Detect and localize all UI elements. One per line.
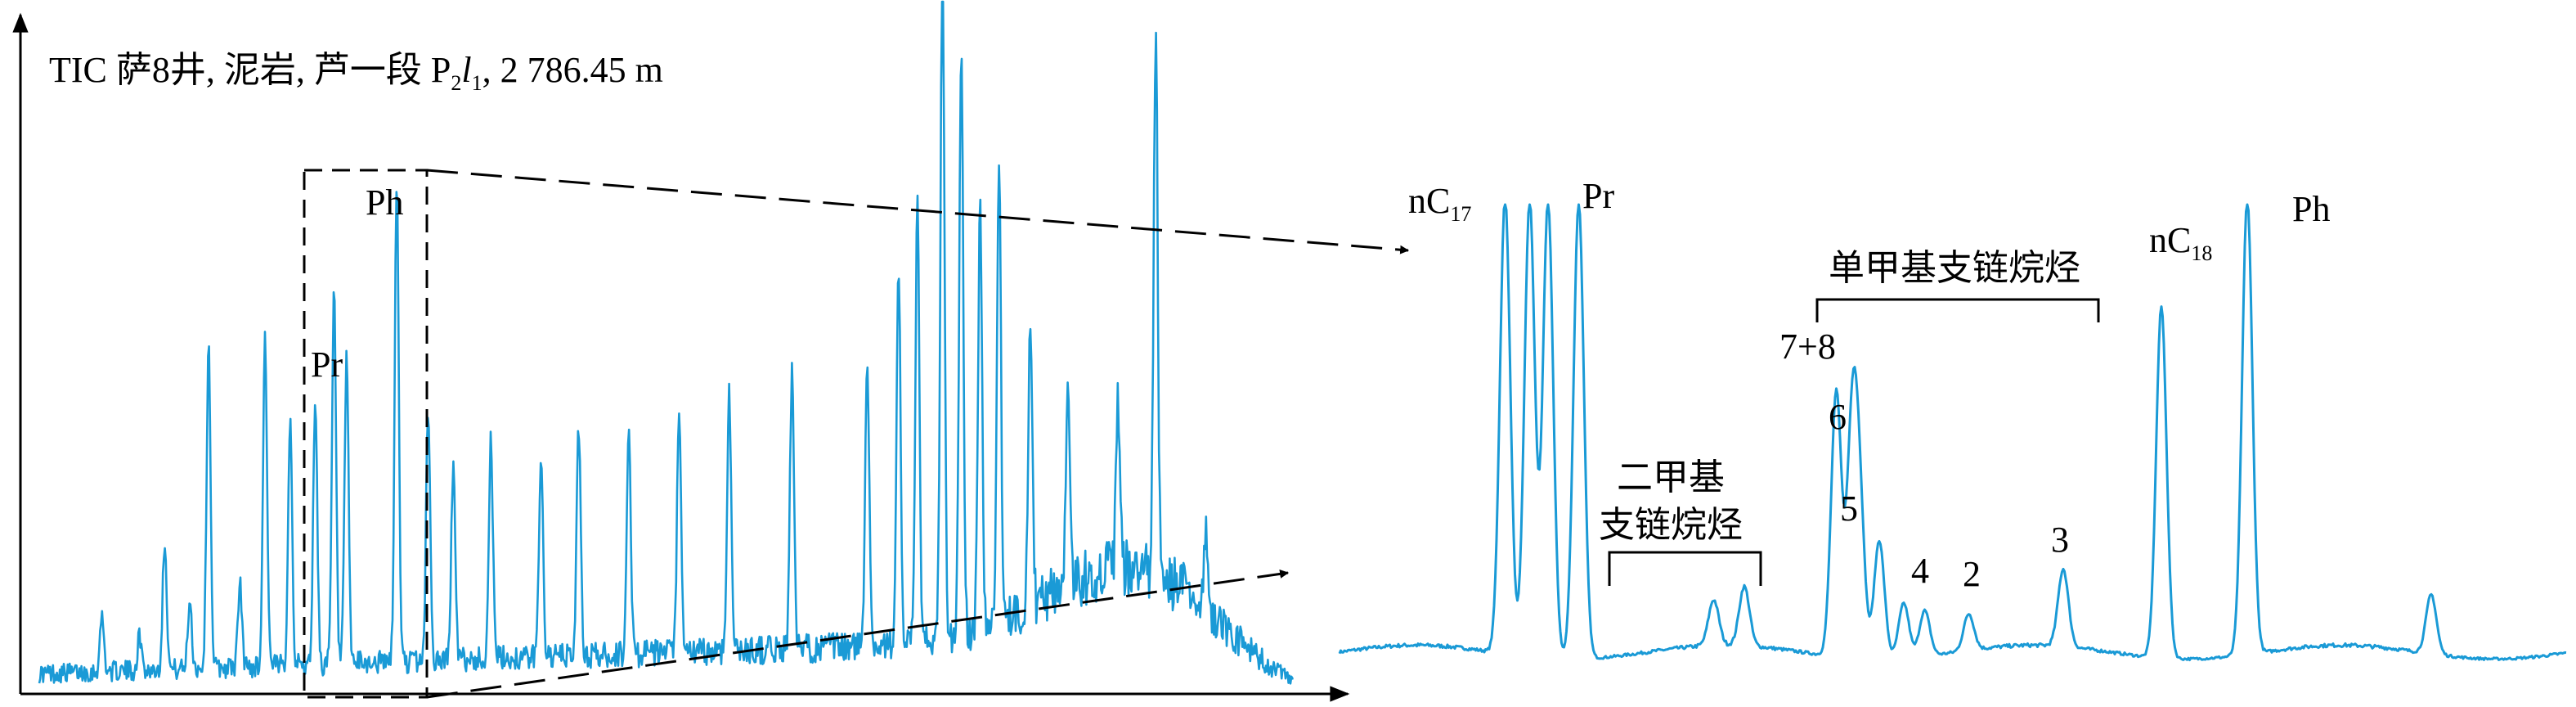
left-peak-label-pr: Pr [311, 344, 343, 385]
monomethyl-bracket [1815, 298, 2100, 322]
zoom-arrow-top [426, 169, 1410, 254]
group-label-dimethyl-2: 支链烷烃 [1599, 504, 1743, 546]
left-tic-panel: TIC 萨8井, 泥岩, 芦一段 P2l1, 2 786.45 m Pr Ph [12, 0, 1350, 702]
dimethyl-bracket [1608, 551, 1762, 586]
right-zoom-panel: nC17 Pr nC18 Ph 7+8 6 5 4 2 3 二甲基 支链烷烃 单… [1338, 176, 2567, 662]
peak-label-2: 2 [1963, 554, 1981, 594]
group-label-monomethyl: 单甲基支链烷烃 [1829, 247, 2080, 289]
zoom-arrow-bottom [426, 569, 1290, 699]
left-peak-label-ph: Ph [366, 182, 403, 223]
peak-label-nc17: nC17 [1408, 181, 1471, 226]
group-label-dimethyl-1: 二甲基 [1617, 457, 1725, 498]
title-sub2: 1 [472, 71, 482, 95]
title-l: l [461, 50, 471, 90]
title-sub1: 2 [451, 71, 461, 95]
peak-label-4: 4 [1911, 551, 1929, 591]
title-depth: , 2 786.45 m [482, 50, 663, 90]
peak-label-6: 6 [1829, 397, 1847, 437]
peak-label-5: 5 [1840, 489, 1858, 529]
left-tic-trace [38, 0, 1295, 685]
title-main: TIC 萨8井, 泥岩, 芦一段 P [49, 50, 451, 90]
chart-title: TIC 萨8井, 泥岩, 芦一段 P2l1, 2 786.45 m [49, 50, 663, 95]
right-zoom-trace [1338, 203, 2567, 662]
zoom-box [303, 169, 429, 699]
peak-label-7-8: 7+8 [1779, 326, 1836, 367]
peak-label-pr: Pr [1582, 176, 1614, 216]
peak-label-ph: Ph [2292, 189, 2330, 229]
peak-label-3: 3 [2051, 520, 2069, 560]
peak-label-nc18: nC18 [2149, 220, 2212, 265]
